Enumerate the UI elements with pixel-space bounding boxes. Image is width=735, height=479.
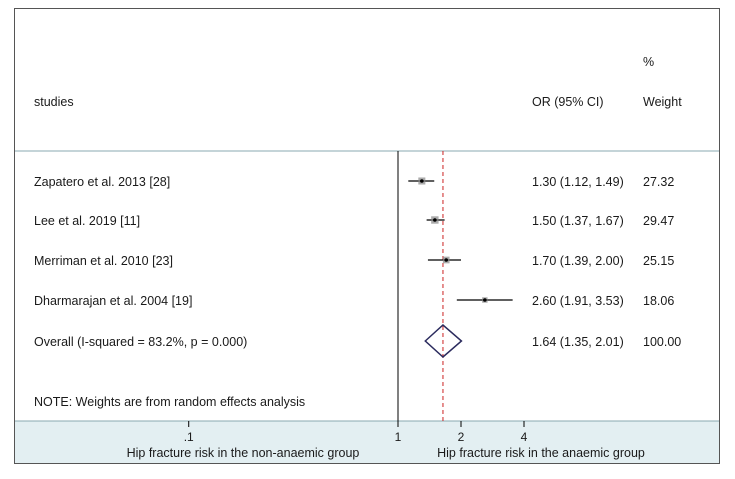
overall-label: Overall (I-squared = 83.2%, p = 0.000) bbox=[34, 335, 247, 349]
study-label: Merriman et al. 2010 [23] bbox=[34, 254, 173, 268]
point-estimate bbox=[444, 258, 449, 262]
study-label: Lee et al. 2019 [11] bbox=[34, 214, 140, 228]
header-studies: studies bbox=[34, 95, 74, 109]
point-estimate bbox=[433, 218, 437, 222]
note-text: NOTE: Weights are from random effects an… bbox=[34, 395, 305, 409]
overall-diamond bbox=[424, 323, 463, 359]
study-weight: 18.06 bbox=[643, 294, 674, 308]
point-estimate bbox=[420, 179, 424, 183]
study-weight: 27.32 bbox=[643, 175, 674, 189]
axis-band bbox=[15, 421, 719, 463]
header-or-ci: OR (95% CI) bbox=[532, 95, 604, 109]
point-estimate bbox=[483, 298, 487, 302]
overall-or-ci: 1.64 (1.35, 2.01) bbox=[532, 335, 624, 349]
tick-label: 2 bbox=[458, 430, 465, 444]
study-or-ci: 1.50 (1.37, 1.67) bbox=[532, 214, 624, 228]
study-weight: 25.15 bbox=[643, 254, 674, 268]
chart-marks bbox=[188, 151, 525, 427]
chart-frame bbox=[14, 8, 720, 464]
xlabel-left: Hip fracture risk in the non-anaemic gro… bbox=[127, 446, 360, 460]
study-label: Zapatero et al. 2013 [28] bbox=[34, 175, 170, 189]
study-label: Dharmarajan et al. 2004 [19] bbox=[34, 294, 192, 308]
study-or-ci: 1.30 (1.12, 1.49) bbox=[532, 175, 624, 189]
header-weight-percent: % bbox=[643, 55, 654, 69]
tick-label: .1 bbox=[184, 430, 194, 444]
study-or-ci: 2.60 (1.91, 3.53) bbox=[532, 294, 624, 308]
tick-label: 4 bbox=[521, 430, 528, 444]
header-weight: Weight bbox=[643, 95, 682, 109]
study-or-ci: 1.70 (1.39, 2.00) bbox=[532, 254, 624, 268]
overall-weight: 100.00 bbox=[643, 335, 681, 349]
xlabel-right: Hip fracture risk in the anaemic group bbox=[437, 446, 645, 460]
study-weight: 29.47 bbox=[643, 214, 674, 228]
tick-label: 1 bbox=[395, 430, 402, 444]
